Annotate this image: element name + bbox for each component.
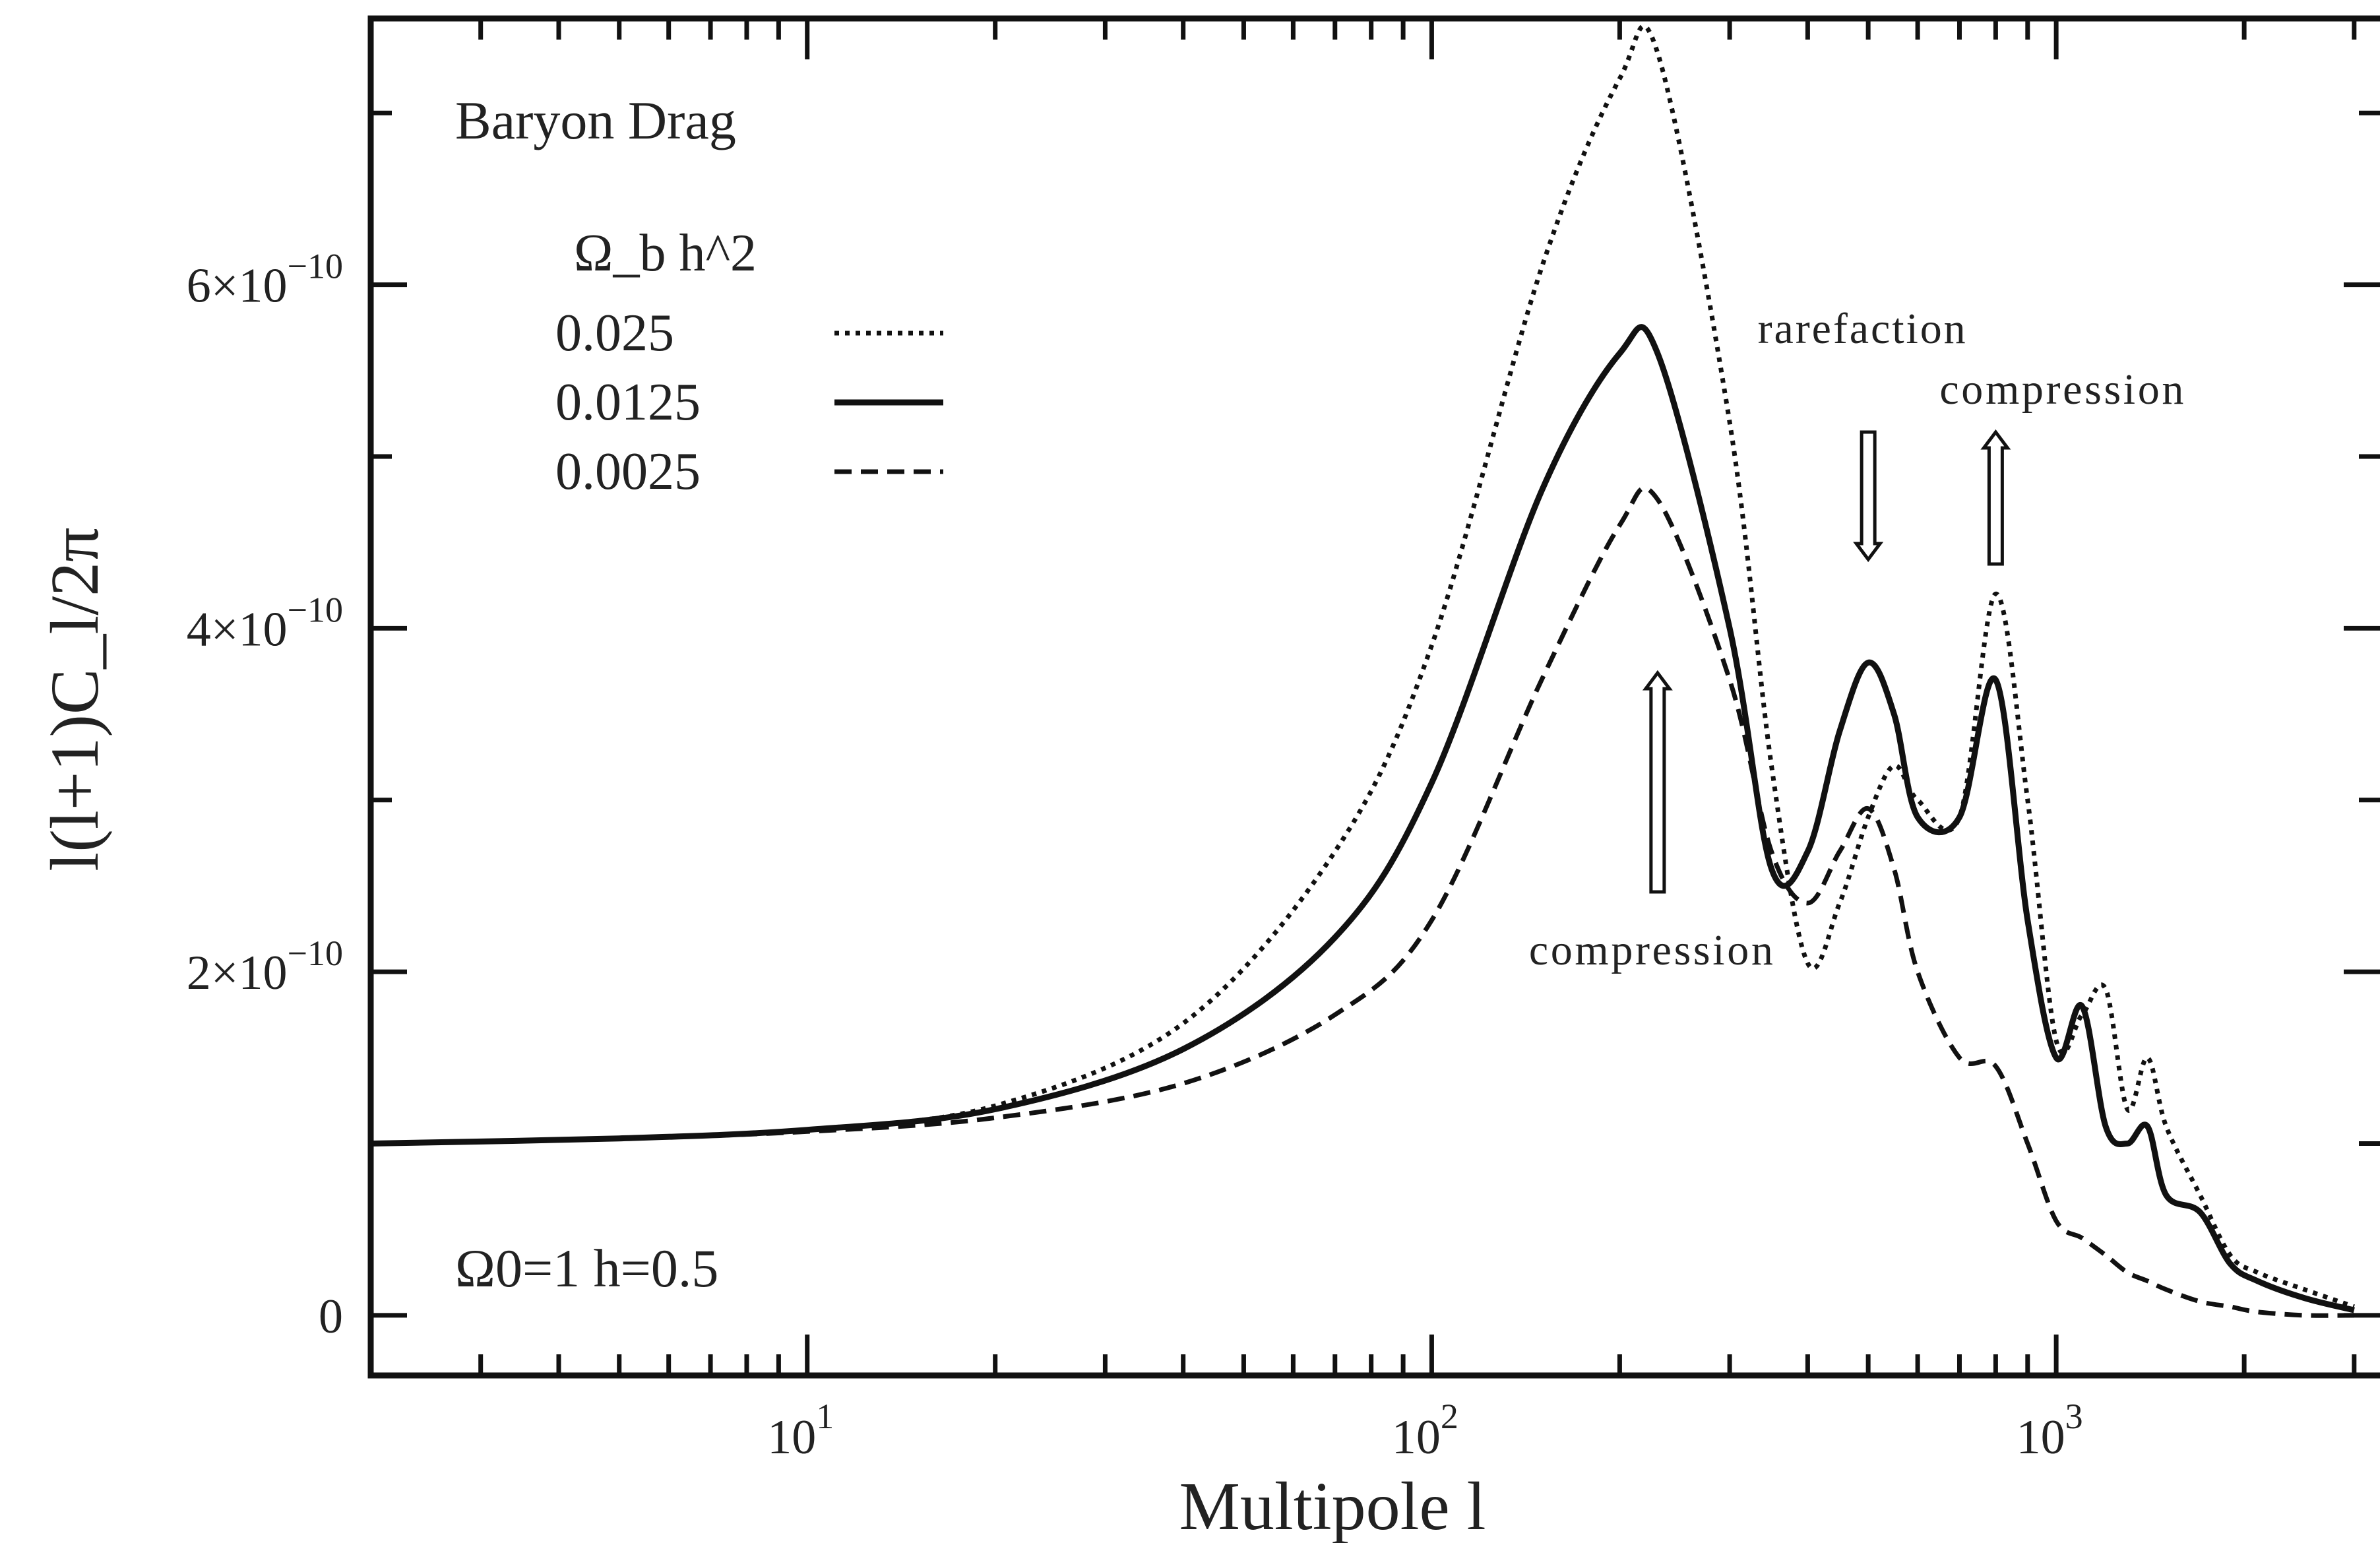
chart-title: Baryon Drag <box>455 90 736 150</box>
series-line-solid <box>371 324 2355 1313</box>
y-tick-label-exponent: −10 <box>288 590 343 629</box>
x-tick-label: 103 <box>2017 1397 2083 1464</box>
y-axis-label: l(l+1)C_l/2π <box>37 527 113 871</box>
series-line-dotted <box>371 24 2355 1309</box>
annotation-label: compression <box>1529 926 1773 974</box>
legend-label: 0.0025 <box>555 443 701 501</box>
y-tick-label-mantissa: 0 <box>319 1290 343 1344</box>
legend-label: 0.025 <box>555 304 674 362</box>
legend-label: 0.0125 <box>555 373 701 431</box>
x-tick-label-exponent: 3 <box>2065 1397 2083 1436</box>
annotation-label: compression <box>1939 365 2183 414</box>
x-tick-label: 101 <box>767 1397 834 1464</box>
series-line-dashed <box>371 486 2354 1318</box>
x-tick-label-exponent: 1 <box>816 1397 834 1436</box>
annotation-label: rarefaction <box>1758 305 1966 353</box>
y-tick-label-mantissa: 2×10 <box>187 946 288 1000</box>
x-tick-label-exponent: 2 <box>1441 1397 1458 1436</box>
rarefaction-arrow <box>1853 430 1884 563</box>
y-tick-label-mantissa: 4×10 <box>187 602 288 656</box>
params-text: Ω0=1 h=0.5 <box>455 1238 718 1298</box>
compression-arrow-2 <box>1980 429 2011 566</box>
legend-header: Ω_b h^2 <box>574 224 757 282</box>
y-tick-label: 2×10−10 <box>187 933 343 1000</box>
y-tick-label-exponent: −10 <box>288 247 343 286</box>
plot-frame <box>367 15 2380 1379</box>
x-axis-label: Multipole l <box>1179 1468 1486 1543</box>
x-tick-label: 102 <box>1392 1397 1458 1464</box>
y-tick-label: 6×10−10 <box>187 247 343 313</box>
y-tick-label-mantissa: 6×10 <box>187 259 288 313</box>
compression-arrow-1 <box>1642 670 1673 894</box>
y-tick-label: 0 <box>319 1290 343 1344</box>
y-tick-label-exponent: −10 <box>288 933 343 973</box>
y-tick-label: 4×10−10 <box>187 590 343 656</box>
